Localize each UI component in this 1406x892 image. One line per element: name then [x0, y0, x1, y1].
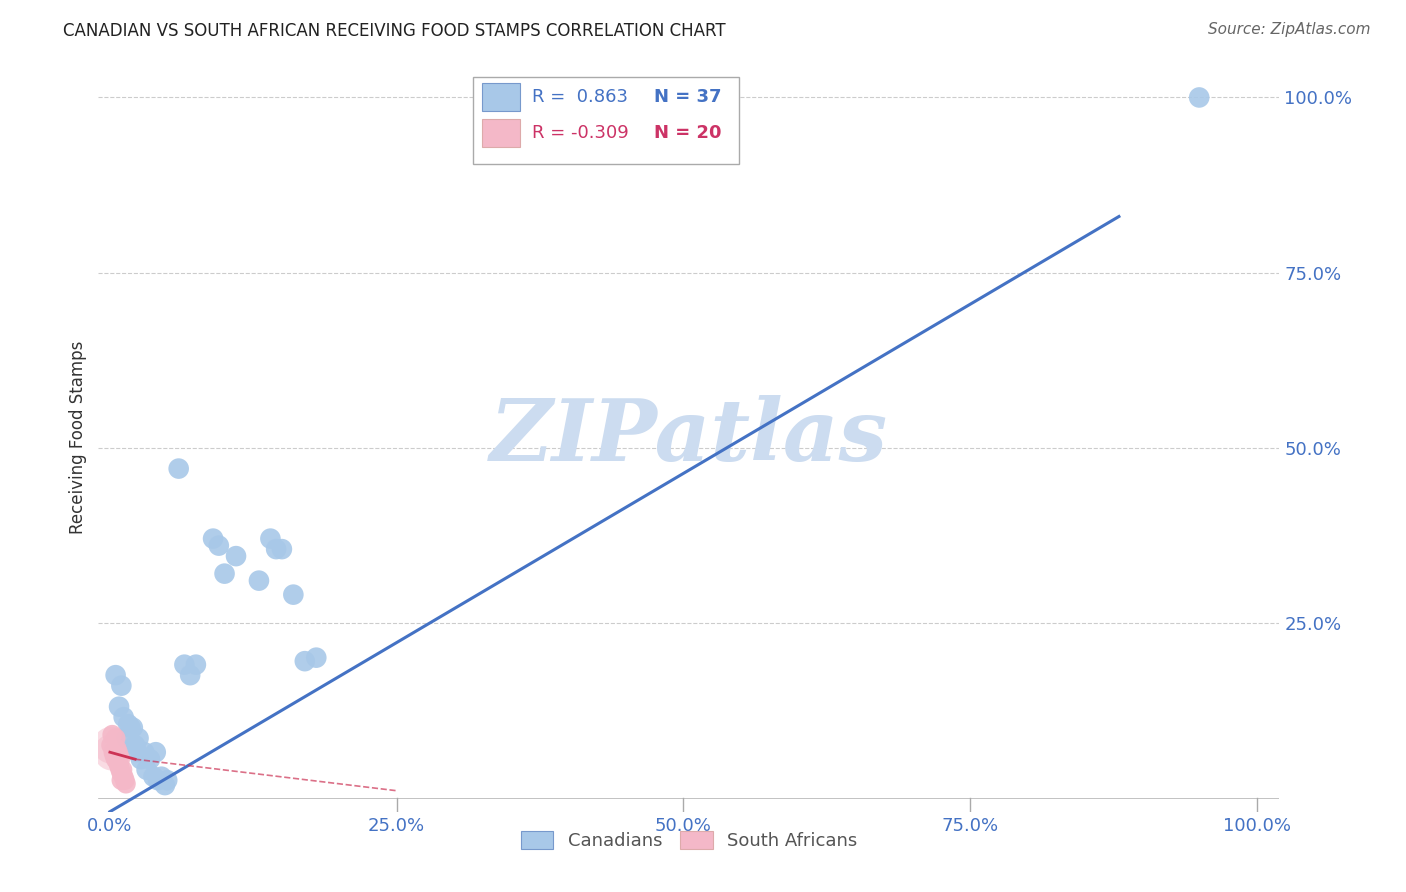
Point	[294, 654, 316, 668]
Point	[108, 763, 131, 777]
Point	[124, 738, 146, 752]
Point	[283, 588, 305, 602]
Point	[101, 745, 124, 759]
Point	[108, 759, 131, 773]
Point	[101, 728, 124, 742]
Point	[108, 699, 131, 714]
Text: R = -0.309: R = -0.309	[531, 124, 628, 142]
Text: Source: ZipAtlas.com: Source: ZipAtlas.com	[1208, 22, 1371, 37]
Point	[110, 679, 132, 693]
Point	[202, 532, 225, 546]
Point	[112, 770, 135, 784]
Point	[117, 717, 139, 731]
Point	[100, 738, 122, 752]
Point	[104, 668, 127, 682]
Point	[110, 773, 132, 788]
Text: N = 20: N = 20	[654, 124, 721, 142]
Point	[264, 542, 287, 557]
Point	[103, 748, 125, 763]
Point	[139, 752, 162, 766]
Point	[128, 731, 150, 746]
Point	[110, 766, 132, 780]
Point	[107, 745, 129, 759]
Point	[153, 778, 176, 792]
Text: ZIPatlas: ZIPatlas	[489, 395, 889, 479]
Point	[104, 752, 127, 766]
Point	[114, 773, 136, 788]
Point	[107, 756, 129, 770]
Point	[1188, 90, 1211, 104]
FancyBboxPatch shape	[482, 119, 520, 147]
Point	[100, 738, 122, 752]
Point	[150, 770, 173, 784]
Point	[134, 745, 156, 759]
Point	[208, 539, 231, 553]
Point	[115, 731, 138, 746]
Point	[135, 763, 157, 777]
Point	[184, 657, 207, 672]
Legend: Canadians, South Africans: Canadians, South Africans	[512, 822, 866, 859]
Point	[112, 710, 135, 724]
Point	[156, 773, 179, 788]
Point	[225, 549, 247, 563]
Point	[146, 773, 169, 788]
Point	[214, 566, 236, 581]
Point	[145, 745, 167, 759]
Point	[105, 741, 128, 756]
Y-axis label: Receiving Food Stamps: Receiving Food Stamps	[69, 341, 87, 533]
Point	[270, 542, 292, 557]
Text: N = 37: N = 37	[654, 88, 721, 106]
Point	[108, 752, 131, 766]
Point	[120, 721, 142, 735]
Point	[173, 657, 195, 672]
Point	[167, 461, 190, 475]
Point	[121, 721, 143, 735]
Point	[103, 745, 125, 759]
Point	[142, 770, 165, 784]
Point	[179, 668, 201, 682]
Text: R =  0.863: R = 0.863	[531, 88, 628, 106]
Point	[111, 763, 134, 777]
Point	[305, 650, 328, 665]
FancyBboxPatch shape	[482, 83, 520, 112]
Point	[127, 745, 149, 759]
FancyBboxPatch shape	[472, 78, 738, 163]
Point	[259, 532, 281, 546]
Point	[104, 731, 127, 746]
Point	[115, 777, 138, 791]
Point	[108, 748, 131, 763]
Text: CANADIAN VS SOUTH AFRICAN RECEIVING FOOD STAMPS CORRELATION CHART: CANADIAN VS SOUTH AFRICAN RECEIVING FOOD…	[63, 22, 725, 40]
Point	[247, 574, 270, 588]
Point	[105, 752, 128, 766]
Point	[129, 752, 152, 766]
